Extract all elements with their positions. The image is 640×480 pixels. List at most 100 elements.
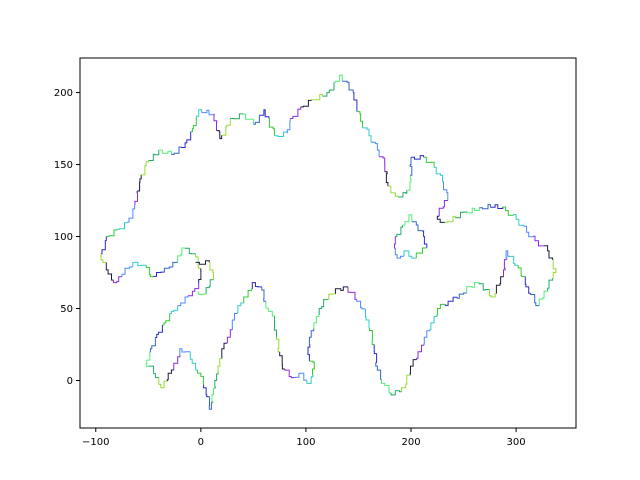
outline-segment: [166, 369, 174, 382]
inner-spur-segment: [209, 261, 214, 280]
inner-spur-segment: [195, 260, 210, 265]
outline-segment: [379, 156, 386, 172]
outline-segment: [306, 375, 314, 384]
outline-segment: [436, 303, 446, 317]
outline-segment: [261, 286, 266, 302]
outline-segment: [300, 99, 312, 108]
outline-segment: [197, 370, 204, 386]
outline-segment: [137, 174, 142, 192]
x-tick-label: 300: [507, 437, 526, 448]
outline-segment: [260, 109, 270, 119]
outline-segment: [101, 236, 107, 255]
outline-segment: [524, 276, 531, 294]
x-tick-label: 100: [296, 437, 315, 448]
outline-segment: [513, 214, 525, 227]
outline-segment: [318, 299, 328, 315]
outline-segment: [466, 282, 480, 293]
outline-segment: [217, 358, 222, 374]
outline-segment: [189, 351, 198, 371]
x-tick-label: 200: [401, 437, 420, 448]
outline-segment: [112, 276, 122, 284]
outline-segment: [373, 344, 378, 363]
inner-spur-segment: [205, 279, 214, 295]
outline-segment: [179, 348, 191, 356]
outline-segment: [322, 82, 335, 97]
outline-segment: [231, 313, 238, 330]
outline-segment: [455, 211, 468, 219]
outline-segment: [236, 302, 244, 314]
outline-segment: [127, 204, 136, 223]
outline-segment: [155, 325, 163, 338]
outline-segment: [434, 166, 443, 182]
outline-segment: [116, 222, 128, 230]
outline-segment: [251, 282, 262, 290]
outline-segment: [242, 113, 254, 125]
outline-segment: [141, 160, 150, 176]
outline-segment: [489, 289, 497, 298]
outline-segment: [362, 127, 372, 143]
outline-segment: [411, 155, 425, 160]
outline-segment: [530, 293, 540, 307]
outline-segment: [444, 215, 456, 223]
outline-segment: [100, 253, 107, 263]
outline-segment: [132, 261, 147, 267]
y-tick-label: 200: [54, 88, 73, 99]
inner-loop-segment: [395, 225, 404, 237]
outline-segment: [381, 379, 391, 394]
outline-segment: [286, 118, 291, 134]
outline-segment: [177, 247, 186, 263]
outline-segment: [544, 245, 554, 260]
outline-segment: [478, 282, 490, 291]
outline-segment: [334, 74, 343, 83]
outline-segment: [409, 157, 413, 176]
outline-segment: [429, 315, 437, 331]
outline-segment: [243, 288, 253, 303]
plot-lines: [100, 74, 557, 410]
y-tick-label: 150: [54, 160, 73, 171]
outline-segment: [365, 308, 370, 329]
outline-segment: [398, 190, 408, 198]
y-tick-label: 0: [67, 376, 73, 387]
inner-loop-segment: [421, 230, 428, 248]
outline-segment: [198, 268, 202, 283]
outline-segment: [213, 113, 218, 131]
outline-segment: [216, 130, 223, 140]
outline-segment: [442, 181, 449, 201]
outline-segment: [517, 265, 526, 277]
outline-segment: [502, 206, 514, 216]
outline-segment: [347, 286, 357, 300]
outline-segment: [495, 276, 504, 294]
outline-segment: [466, 207, 480, 214]
outline-segment: [438, 200, 448, 217]
outline-segment: [265, 301, 275, 317]
outline-segment: [290, 106, 302, 119]
outline-segment: [221, 342, 227, 359]
outline-segment: [195, 253, 201, 269]
outline-segment: [190, 117, 197, 133]
outline-segment: [523, 225, 534, 238]
outline-segment: [356, 299, 366, 310]
outline-segment: [158, 149, 172, 155]
y-tick-label: 50: [60, 304, 73, 315]
outline-segment: [273, 315, 277, 338]
outline-segment: [121, 266, 133, 277]
outline-segment: [145, 265, 154, 278]
x-tick-label: 0: [198, 437, 204, 448]
outline-segment: [134, 191, 138, 206]
outline-segment: [163, 261, 178, 273]
outline-segment: [387, 185, 399, 197]
outline-segment: [538, 290, 548, 306]
x-axis: −100 0 100 200 300: [82, 428, 526, 448]
outline-segment: [353, 92, 358, 112]
outline-segment: [311, 93, 323, 101]
outline-segment: [203, 384, 210, 398]
outline-segment: [479, 204, 491, 210]
outline-segment: [148, 150, 160, 161]
outline-segment: [268, 118, 275, 136]
outline-segment: [401, 374, 411, 392]
outline-segment: [169, 305, 179, 314]
outline-segment: [149, 337, 156, 353]
inner-spur-segment: [198, 291, 207, 295]
outline-segment: [211, 387, 216, 403]
